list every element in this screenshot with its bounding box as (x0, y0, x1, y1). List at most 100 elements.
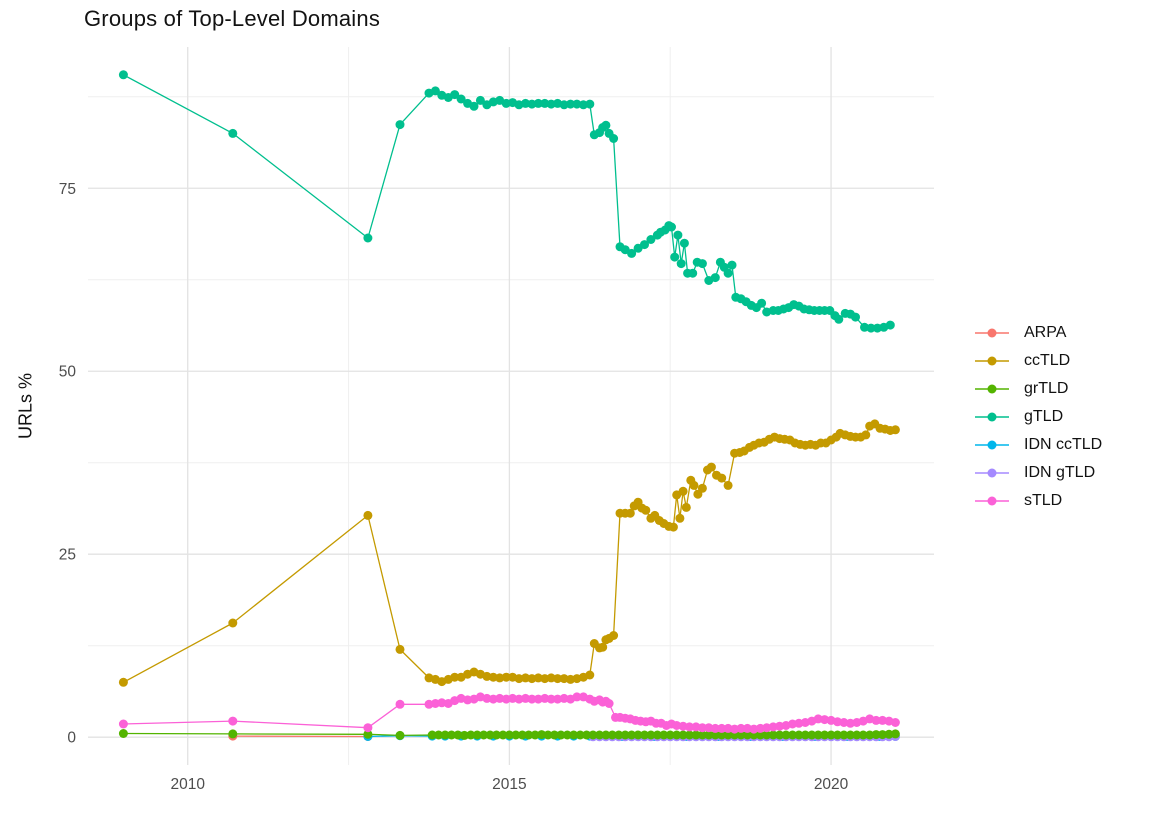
gtld-point (363, 233, 373, 243)
grtld-point (434, 730, 444, 740)
grtld-point (768, 730, 778, 740)
grtld-point (595, 730, 604, 740)
grtld-point (813, 730, 823, 740)
grtld-point (691, 730, 701, 740)
grtld-point (852, 730, 862, 740)
grtld-point (492, 730, 501, 740)
grtld-point (453, 730, 463, 740)
stld-point (704, 723, 714, 733)
grtld-point (878, 730, 887, 740)
stld-point (710, 723, 720, 733)
stld-point (697, 723, 707, 733)
grtld-point (742, 730, 752, 740)
grtld-point (717, 730, 727, 740)
gtld-point (710, 273, 720, 283)
cctld-point (681, 502, 691, 512)
cctld-point (514, 674, 524, 684)
grtld-point (723, 730, 733, 740)
gtld-point (118, 70, 128, 80)
gtld-point (673, 230, 683, 240)
stld-point (495, 693, 505, 703)
legend-label-idn-gtld: IDN gTLD (1024, 464, 1096, 481)
gtld-point (456, 94, 466, 104)
stld-point (395, 699, 405, 709)
legend-item-gtld: gTLD (974, 403, 1102, 431)
cctld-point (668, 522, 678, 532)
stld-point (437, 698, 447, 708)
grtld-point (440, 730, 450, 740)
legend-item-idn-gtld: IDN gTLD (974, 459, 1102, 487)
legend-key-idn-cctld-icon (975, 440, 1009, 450)
gtld-point (866, 323, 876, 333)
grtld-point (704, 730, 714, 740)
cctld-point (697, 483, 707, 493)
cctld-point (717, 473, 727, 483)
cctld-point (641, 505, 651, 515)
stld-point (871, 715, 881, 725)
series-cctld (118, 419, 900, 687)
grtld-point (627, 730, 637, 740)
grtld-point (865, 730, 875, 740)
gtld-point (228, 128, 238, 138)
gtld-point (723, 268, 733, 278)
legend-label-stld: sTLD (1024, 492, 1063, 509)
grtld-point (736, 730, 746, 740)
grtld-point (479, 730, 489, 740)
grtld-point (395, 730, 405, 740)
stld-point (546, 694, 556, 704)
gtld-point (566, 99, 575, 109)
grtld-point (472, 730, 482, 740)
grtld-point (537, 730, 547, 740)
cctld-point (625, 508, 635, 518)
stld-point (533, 694, 543, 704)
x-tick-label-2015: 2015 (492, 776, 526, 793)
gtld-point (450, 90, 460, 100)
grtld-point (755, 730, 765, 740)
grtld-point (697, 730, 707, 740)
grtld-point (826, 730, 836, 740)
grtld-point (530, 730, 540, 740)
grtld-point (582, 730, 592, 740)
gtld-point (757, 298, 767, 308)
cctld-point (861, 430, 871, 440)
grtld-point (839, 730, 849, 740)
legend-item-idn-cctld: IDN ccTLD (974, 431, 1102, 459)
grtld-point (543, 730, 553, 740)
cctld-point (501, 672, 511, 682)
grtld-point (884, 729, 894, 739)
stld-point (514, 694, 524, 704)
gtld-point (430, 86, 440, 96)
legend-key-cctld-icon (975, 356, 1009, 366)
grtld-point (890, 729, 900, 739)
gtld-point (676, 259, 686, 269)
legend-label-idn-cctld: IDN ccTLD (1024, 436, 1103, 453)
cctld-point (450, 672, 460, 682)
stld-point (742, 723, 752, 733)
grtld-point (498, 730, 508, 740)
gtld-point (572, 99, 582, 109)
legend-label-grtld: grTLD (1024, 380, 1069, 397)
grtld-point (588, 730, 598, 740)
grtld-point (640, 730, 649, 740)
cctld-point (675, 513, 685, 523)
gtld-point (533, 98, 543, 108)
gtld-point (469, 101, 479, 111)
grtld-point (762, 730, 772, 740)
cctld-point (395, 644, 405, 654)
grtld-point (820, 730, 830, 740)
grtld-point (800, 730, 810, 740)
legend-item-grtld: grTLD (974, 375, 1102, 403)
gtld-point (697, 259, 707, 269)
cctld-point (678, 486, 688, 496)
gtld-point (609, 134, 619, 143)
stld-point (736, 723, 746, 733)
grtld-point (118, 729, 128, 738)
gtld-point (688, 268, 698, 278)
stld-point (118, 719, 128, 729)
cctld-point (118, 677, 128, 687)
cctld-point (598, 642, 608, 652)
series-gtld (118, 70, 895, 333)
gtld-line (123, 74, 891, 329)
